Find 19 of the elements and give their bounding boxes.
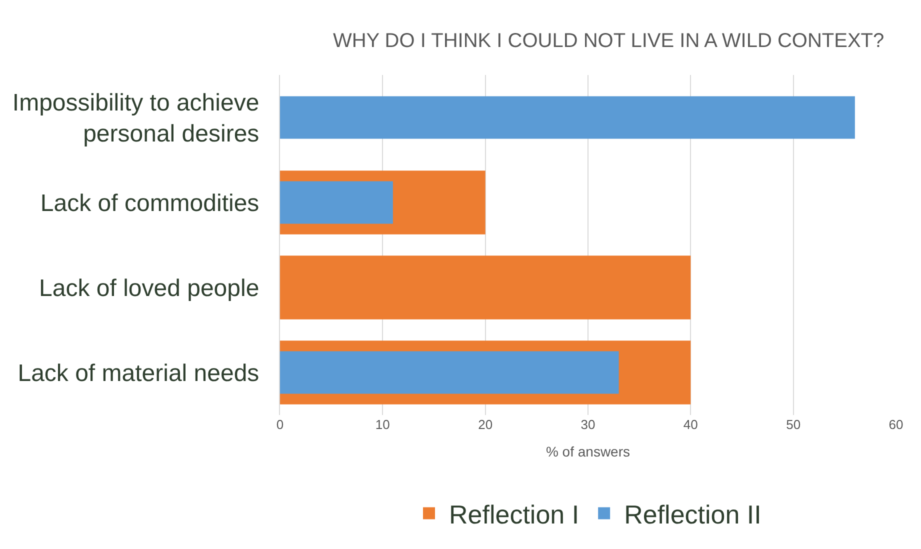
x-tick-label: 30 [580, 417, 596, 432]
y-tick-label: Lack of loved people [39, 274, 260, 302]
bar [280, 181, 393, 224]
y-tick-label: Impossibility to achieve personal desires [12, 89, 260, 148]
bar [280, 96, 855, 139]
y-tick-label: Lack of material needs [18, 360, 260, 387]
bar [280, 351, 619, 394]
x-tick-label: 40 [683, 417, 698, 432]
legend-label: Reflection II [624, 499, 762, 530]
y-tick-label: Lack of commodities [40, 190, 260, 217]
x-tick-label: 10 [375, 417, 390, 432]
x-tick-label: 0 [276, 417, 284, 432]
x-axis-title: % of answers [546, 443, 630, 460]
bar [280, 256, 691, 320]
legend-label: Reflection I [449, 499, 580, 530]
x-tick-label: 20 [478, 417, 493, 432]
chart-title: WHY DO I THINK I COULD NOT LIVE IN A WILD CONTEXT? [332, 30, 884, 52]
x-tick-label: 60 [888, 417, 904, 432]
x-tick-label: 50 [786, 417, 801, 432]
